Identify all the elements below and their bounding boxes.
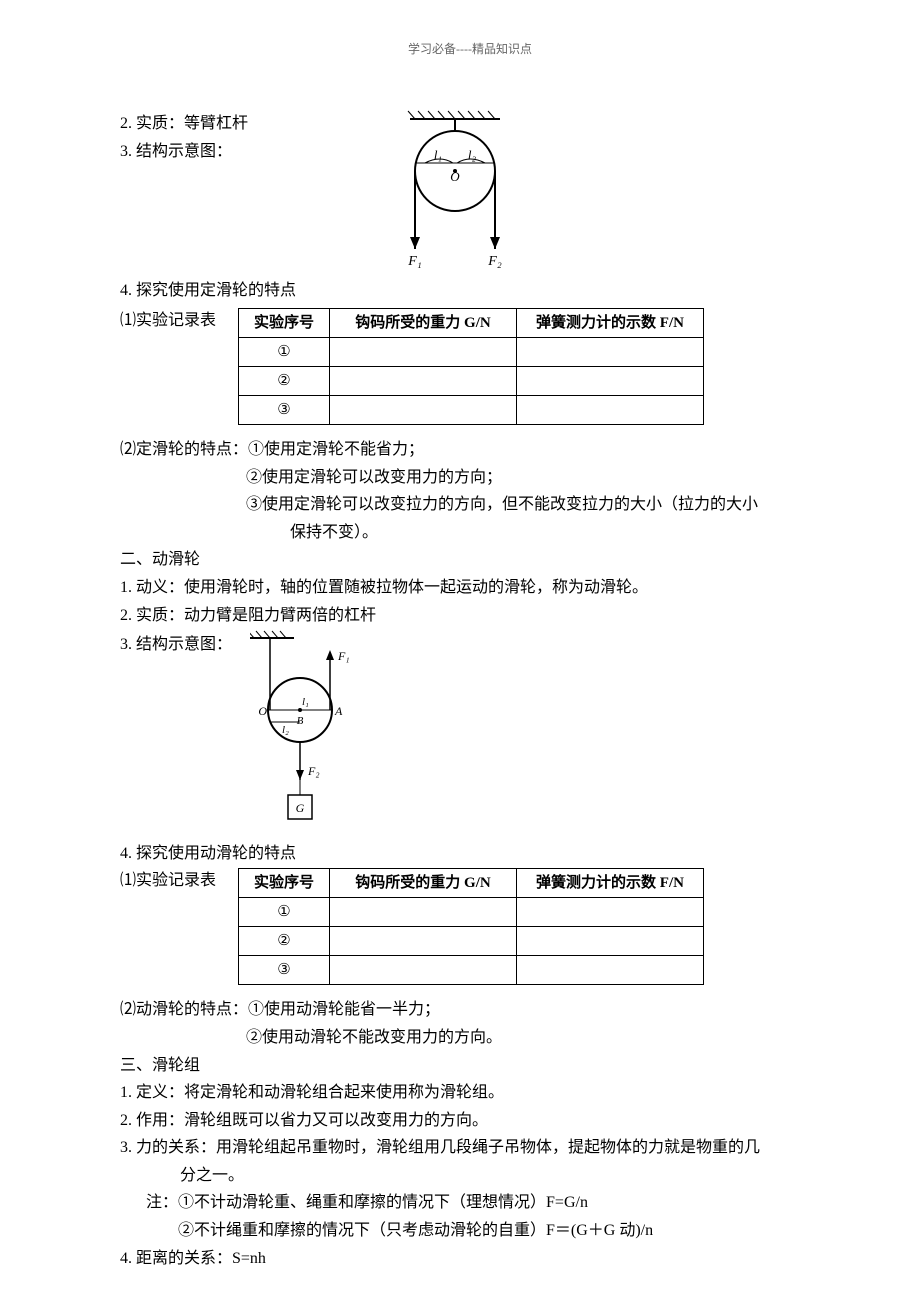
group-p1: 1. 定义：将定滑轮和动滑轮组合起来使用称为滑轮组。 [120,1080,820,1106]
cell-seq: ③ [239,395,330,424]
table-row: ① [239,337,704,366]
cell-g [330,337,517,366]
moving-table-row: ⑴实验记录表 实验序号 钩码所受的重力 G/N 弹簧测力计的示数 F/N ① ②… [120,868,820,985]
cell-g [330,366,517,395]
moving-pulley-diagram: F₁ O A l₁ l₂ B F₂ G [250,630,360,839]
fixed-feature-line: ⑵定滑轮的特点：①使用定滑轮不能省力； [120,437,820,463]
table-header-row: 实验序号 钩码所受的重力 G/N 弹簧测力计的示数 F/N [239,869,704,898]
header-note: 学习必备----精品知识点 [120,40,820,59]
table-row: ③ [239,956,704,985]
group-p4: 4. 距离的关系：S=nh [120,1246,820,1272]
cell-seq: ① [239,337,330,366]
group-note-line: 注：①不计动滑轮重、绳重和摩擦的情况下（理想情况）F=G/n [120,1190,820,1216]
moving-experiment-table: 实验序号 钩码所受的重力 G/N 弹簧测力计的示数 F/N ① ② ③ [238,868,704,985]
cell-g [330,956,517,985]
label-O: O [258,704,267,718]
document-page: 学习必备----精品知识点 2. 实质：等臂杠杆 3. 结构示意图： 4. 探究… [0,0,920,1313]
table-row: ② [239,927,704,956]
table-row: ② [239,366,704,395]
th-g: 钩码所受的重力 G/N [330,308,517,337]
moving-table-label: ⑴实验记录表 [120,868,238,894]
th-seq: 实验序号 [239,308,330,337]
table-row: ③ [239,395,704,424]
cell-seq: ③ [239,956,330,985]
cell-f [517,927,704,956]
label-l2: l₂ [282,724,289,736]
fixed-table-label: ⑴实验记录表 [120,308,238,334]
moving-p3: 3. 结构示意图： [120,632,250,658]
fixed-feature-head: ⑵定滑轮的特点： [120,441,248,458]
group-title: 三、滑轮组 [120,1053,820,1079]
moving-feature-head: ⑵动滑轮的特点： [120,1001,248,1018]
label-F2: F₂ [307,764,320,778]
moving-feature-b: ②使用动滑轮不能改变用力的方向。 [120,1025,820,1051]
moving-feature-a: ①使用动滑轮能省一半力； [248,1001,440,1018]
fixed-p2: 2. 实质：等臂杠杆 [120,111,380,137]
th-g: 钩码所受的重力 G/N [330,869,517,898]
fixed-feature-c: ③使用定滑轮可以改变拉力的方向，但不能改变拉力的大小（拉力的大小 [120,492,820,518]
group-note-b: ②不计绳重和摩擦的情况下（只考虑动滑轮的自重）F＝(G＋G 动)/n [120,1218,820,1244]
fixed-feature-a: ①使用定滑轮不能省力； [248,441,424,458]
label-G: G [296,801,305,815]
moving-p1: 1. 动义：使用滑轮时，轴的位置随被拉物体一起运动的滑轮，称为动滑轮。 [120,575,820,601]
group-p3b: 分之一。 [120,1163,820,1189]
moving-diagram-row: 3. 结构示意图： F₁ [120,630,820,839]
label-F1: F₁ [337,649,350,663]
cell-f [517,898,704,927]
fixed-p4: 4. 探究使用定滑轮的特点 [120,278,380,304]
group-note-a: ①不计动滑轮重、绳重和摩擦的情况下（理想情况）F=G/n [178,1194,588,1211]
moving-p4: 4. 探究使用动滑轮的特点 [120,841,820,867]
th-f: 弹簧测力计的示数 F/N [517,869,704,898]
cell-g [330,395,517,424]
fixed-feature-c2: 保持不变）。 [120,520,820,546]
moving-title: 二、动滑轮 [120,547,820,573]
cell-seq: ② [239,927,330,956]
cell-f [517,337,704,366]
fixed-pulley-diagram: l₁ l₂ O F₁ F₂ [380,109,530,278]
fixed-table-row: ⑴实验记录表 实验序号 钩码所受的重力 G/N 弹簧测力计的示数 F/N ① ②… [120,308,820,425]
fixed-pulley-section-top: 2. 实质：等臂杠杆 3. 结构示意图： 4. 探究使用定滑轮的特点 [120,109,820,306]
cell-seq: ② [239,366,330,395]
cell-seq: ① [239,898,330,927]
table-header-row: 实验序号 钩码所受的重力 G/N 弹簧测力计的示数 F/N [239,308,704,337]
th-seq: 实验序号 [239,869,330,898]
group-p3: 3. 力的关系：用滑轮组起吊重物时，滑轮组用几段绳子吊物体，提起物体的力就是物重… [120,1135,820,1161]
label-F1: F₁ [407,254,421,269]
table-row: ① [239,898,704,927]
cell-f [517,956,704,985]
label-F2: F₂ [487,254,502,269]
group-p2: 2. 作用：滑轮组既可以省力又可以改变用力的方向。 [120,1108,820,1134]
fixed-feature-b: ②使用定滑轮可以改变用力的方向； [120,465,820,491]
moving-feature-line: ⑵动滑轮的特点：①使用动滑轮能省一半力； [120,997,820,1023]
group-note-head: 注： [146,1194,178,1211]
label-l1: l₁ [302,696,309,708]
fixed-p3: 3. 结构示意图： [120,139,380,165]
cell-f [517,366,704,395]
cell-g [330,898,517,927]
fixed-experiment-table: 实验序号 钩码所受的重力 G/N 弹簧测力计的示数 F/N ① ② ③ [238,308,704,425]
cell-g [330,927,517,956]
th-f: 弹簧测力计的示数 F/N [517,308,704,337]
moving-p2: 2. 实质：动力臂是阻力臂两倍的杠杆 [120,603,820,629]
label-A: A [334,704,343,718]
label-B: B [297,715,304,727]
cell-f [517,395,704,424]
